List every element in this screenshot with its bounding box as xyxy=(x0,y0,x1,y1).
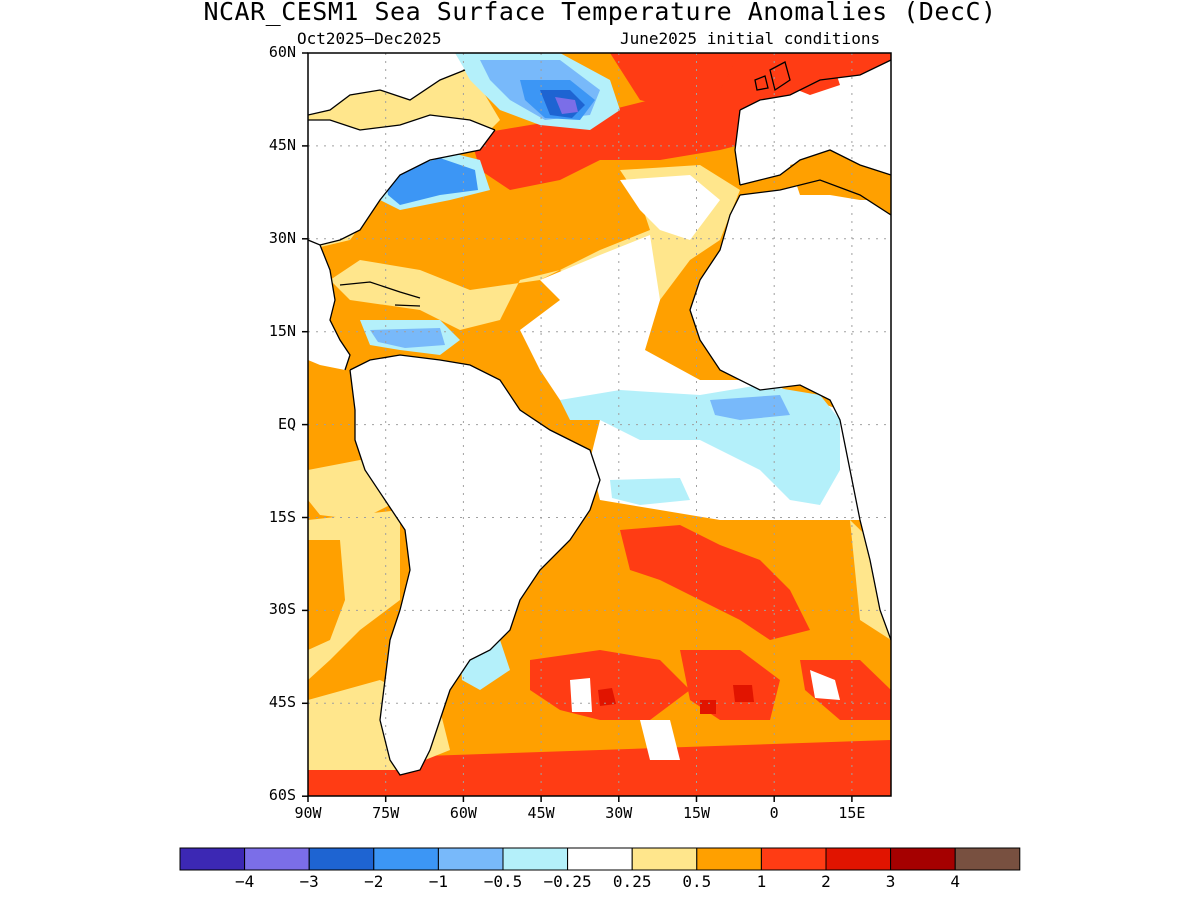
colorbar-swatch xyxy=(244,847,310,871)
colorbar-swatch xyxy=(825,847,892,871)
colorbar-label: 4 xyxy=(950,872,960,891)
coastlines xyxy=(308,59,891,776)
lat-label: 30S xyxy=(268,600,296,619)
colorbar-label: 3 xyxy=(885,872,896,891)
colorbar-swatch xyxy=(890,847,956,871)
axis-ticks xyxy=(302,52,853,802)
lon-label: 75W xyxy=(372,804,400,822)
colorbar-swatch xyxy=(373,847,439,871)
colorbar-label: 0.25 xyxy=(612,872,652,891)
colorbar-swatch xyxy=(437,847,504,871)
lon-label: 90W xyxy=(294,804,322,822)
lat-label: EQ xyxy=(277,414,296,433)
lon-label: 30W xyxy=(605,804,633,822)
colorbar-label: −0.5 xyxy=(483,872,523,891)
colorbar-swatch xyxy=(760,847,827,871)
colorbar-swatch xyxy=(308,847,375,871)
colorbar-swatch xyxy=(567,847,633,871)
lat-label: 60S xyxy=(268,786,296,805)
lon-label: 0 xyxy=(769,804,779,822)
colorbar-label: 2 xyxy=(821,872,831,891)
colorbar xyxy=(179,847,1021,871)
colorbar-label: 0.5 xyxy=(682,872,712,891)
colorbar-swatch xyxy=(954,847,1021,871)
lat-label: 15S xyxy=(268,507,296,526)
colorbar-label: 1 xyxy=(756,872,767,891)
lat-label: 45S xyxy=(268,693,296,712)
initial-conditions: June2025 initial conditions xyxy=(620,29,881,48)
lat-label: 30N xyxy=(268,228,296,247)
map-title: NCAR_CESM1 Sea Surface Temperature Anoma… xyxy=(203,0,997,26)
colorbar-swatch xyxy=(631,847,698,871)
colorbar-swatch xyxy=(696,847,762,871)
lon-label: 60W xyxy=(449,804,477,822)
colorbar-label: −4 xyxy=(234,872,255,891)
colorbar-label: −1 xyxy=(428,872,449,891)
forecast-period: Oct2025–Dec2025 xyxy=(297,29,442,48)
lon-label: 15E xyxy=(838,804,866,822)
colorbar-label: −2 xyxy=(364,872,384,891)
lat-label: 45N xyxy=(268,135,296,154)
lat-label: 15N xyxy=(268,321,296,340)
colorbar-label: −3 xyxy=(299,872,319,891)
lon-label: 45W xyxy=(527,804,555,822)
anomaly-field xyxy=(308,53,891,796)
lon-label: 15W xyxy=(682,804,711,822)
colorbar-swatch xyxy=(502,847,569,871)
lat-label: 60N xyxy=(268,43,296,61)
graticule xyxy=(308,53,891,796)
colorbar-label: −0.25 xyxy=(543,872,592,891)
colorbar-swatch xyxy=(179,847,246,871)
